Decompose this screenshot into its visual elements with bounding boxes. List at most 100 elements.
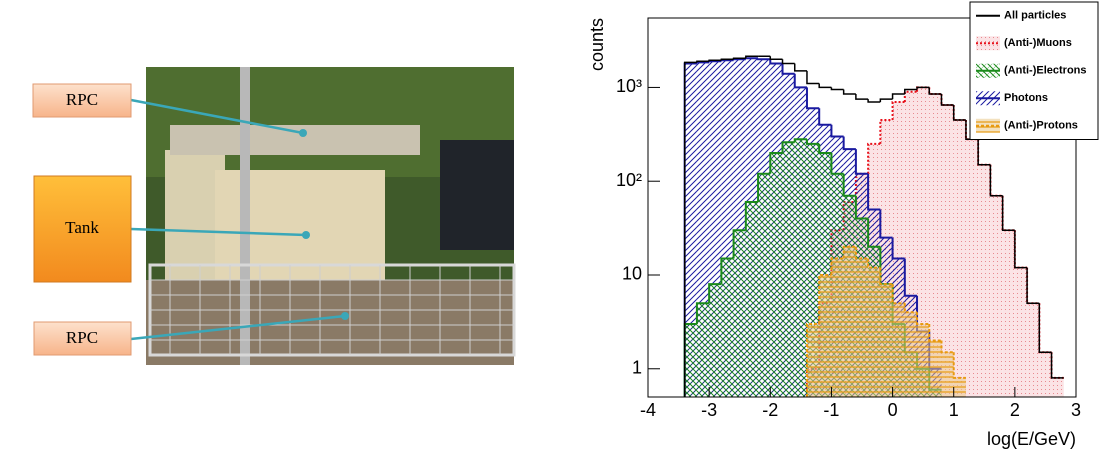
bar-outline — [720, 257, 734, 285]
y-tick-label: 10² — [616, 170, 642, 190]
x-tick-label: 1 — [949, 400, 959, 420]
bar-outline — [781, 63, 795, 75]
bar-outline — [867, 218, 881, 248]
bar-outline — [695, 302, 710, 325]
chart: -4 -3 -2 -1 0 1 2 3 1 10 10² 10³ log(E/GeV) counts All… — [587, 1, 1099, 449]
bar-outline — [1014, 230, 1028, 269]
bar-outline — [769, 56, 783, 60]
bar-outline — [830, 152, 844, 175]
bar-outline — [744, 201, 759, 231]
photo-label: RPC — [66, 90, 98, 109]
bar-outline — [830, 87, 844, 91]
x-axis-label: log(E/GeV) — [987, 429, 1076, 449]
photo-label: RPC — [66, 328, 98, 347]
bar-outline — [818, 273, 832, 325]
bar — [1039, 352, 1052, 397]
bar-outline — [891, 237, 905, 260]
bar-outline — [805, 87, 820, 110]
bar-outline — [818, 143, 832, 154]
bar-outline — [854, 246, 869, 260]
bar-outline — [854, 195, 869, 220]
bar-outline — [940, 340, 954, 354]
bar — [880, 284, 893, 397]
bar — [941, 104, 954, 398]
bar-outline — [818, 83, 832, 89]
bar-outline — [891, 93, 905, 100]
bar — [1014, 267, 1028, 397]
bar — [794, 139, 807, 397]
bar-outline — [830, 124, 844, 138]
bar — [758, 173, 771, 397]
bar-outline — [732, 229, 746, 259]
bar — [929, 94, 942, 398]
bar-outline — [842, 173, 856, 197]
bar-outline — [1038, 303, 1052, 354]
bar — [843, 246, 856, 397]
bar-outline — [708, 60, 722, 63]
bar — [709, 284, 722, 397]
bar-outline — [732, 58, 746, 61]
bar-outline — [720, 58, 734, 61]
bar-outline — [745, 55, 759, 59]
bar-outline — [854, 149, 869, 175]
bar-outline — [830, 257, 844, 275]
bar-outline — [1050, 352, 1064, 379]
bar-outline — [805, 323, 820, 397]
x-tick-label: 3 — [1071, 400, 1081, 420]
bar-outline — [757, 58, 771, 61]
callout-dots — [299, 129, 349, 320]
bar-outline — [769, 151, 783, 174]
bar — [806, 324, 820, 397]
bar — [831, 258, 844, 397]
legend-label: (Anti-)Electrons — [1004, 65, 1087, 77]
bar — [1051, 377, 1064, 397]
bar-outline — [781, 141, 795, 153]
bar — [684, 324, 697, 397]
bar — [1002, 230, 1015, 397]
bar-outline — [891, 284, 905, 305]
callouts — [130, 98, 346, 341]
photo-label: Tank — [65, 218, 99, 237]
bar-outline — [904, 88, 918, 95]
bar-outline — [842, 89, 856, 95]
bar — [721, 258, 734, 397]
bar-outline — [940, 94, 954, 106]
bar-outline — [867, 258, 881, 269]
bar — [733, 230, 746, 397]
bar — [953, 119, 966, 398]
bar — [941, 352, 954, 397]
bar-outline — [781, 59, 795, 65]
bar-outline — [855, 94, 869, 100]
bar — [819, 274, 832, 397]
bar-outline — [952, 104, 966, 121]
bar — [953, 377, 966, 397]
bar-outline — [769, 59, 783, 65]
bar-outline — [977, 139, 991, 166]
bar — [868, 267, 881, 397]
bar — [855, 258, 869, 397]
bar-outline — [708, 59, 722, 62]
bar-outline — [793, 138, 807, 143]
x-tick-label: -4 — [640, 400, 656, 420]
bar-outline — [806, 70, 820, 85]
bar-outline — [867, 142, 881, 174]
bar — [892, 303, 905, 397]
legend-label: (Anti-)Protons — [1004, 120, 1078, 132]
bar — [745, 202, 759, 397]
bar-outline — [916, 312, 930, 326]
bar — [917, 87, 930, 398]
bar-outline — [891, 100, 905, 120]
y-tick-label: 10 — [622, 264, 642, 284]
bar — [904, 312, 918, 397]
bar-outline — [903, 303, 918, 314]
label-box — [33, 321, 132, 356]
legend-label: All particles — [1004, 10, 1066, 22]
bar-outline — [793, 63, 807, 72]
bar-outline — [879, 209, 893, 239]
bar-outline — [879, 98, 893, 102]
bar-outline — [879, 118, 893, 144]
y-tick-label: 1 — [632, 358, 642, 378]
legend-label: Photons — [1004, 92, 1048, 104]
bar-outline — [916, 86, 930, 90]
